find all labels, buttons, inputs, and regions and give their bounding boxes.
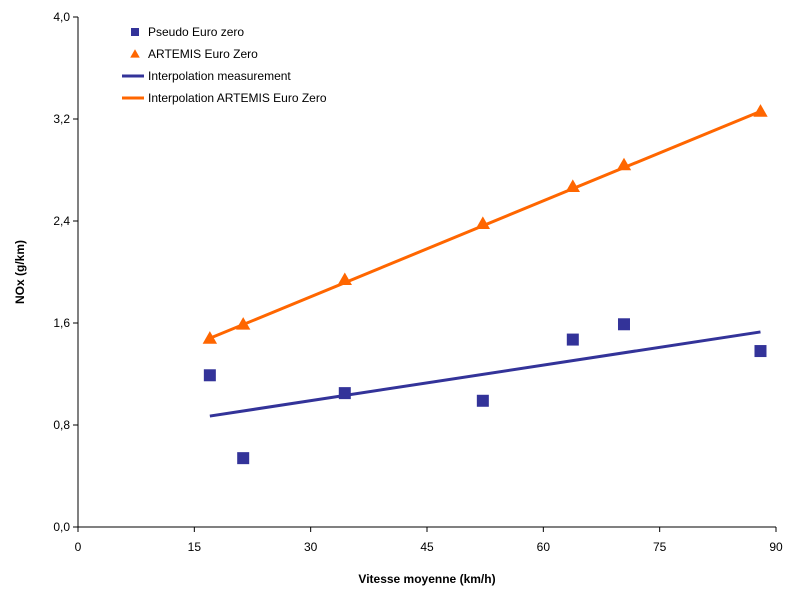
x-tick-label: 15 [188,540,202,554]
y-tick-label: 0,8 [53,418,70,432]
y-tick-label: 3,2 [53,112,70,126]
y-axis-title: NOx (g/km) [13,240,27,304]
legend-label: Interpolation ARTEMIS Euro Zero [148,91,327,105]
data-point [338,387,351,400]
legend-marker [131,28,139,36]
data-point [753,104,768,117]
data-point [337,272,352,286]
legend-label: ARTEMIS Euro Zero [148,47,258,61]
x-tick-label: 75 [653,540,667,554]
x-tick-label: 60 [537,540,551,554]
data-point [202,331,218,344]
legend-marker [130,49,140,58]
data-point [235,317,251,330]
plot-area [202,104,768,465]
legend-label: Interpolation measurement [148,69,291,83]
data-point [237,452,250,465]
data-point [754,345,767,358]
axes: 0,0 0,8 1,6 2,4 3,2 4,0 0 15 30 45 60 75 90 [53,10,783,554]
data-point [617,318,630,331]
series-line-interpolation-measurement [209,330,761,418]
legend-label: Pseudo Euro zero [148,25,244,39]
data-point [475,216,491,229]
x-axis-title: Vitesse moyenne (km/h) [358,572,495,586]
y-tick-label: 1,6 [53,316,70,330]
x-tick-label: 0 [75,540,82,554]
x-tick-label: 90 [769,540,783,554]
data-point [203,369,216,382]
legend: Pseudo Euro zero ARTEMIS Euro Zero Interpo… [122,25,327,105]
y-tick-label: 4,0 [53,10,70,24]
y-tick-label: 2,4 [53,214,70,228]
data-point [476,394,489,407]
data-point [566,333,579,346]
x-tick-label: 45 [420,540,434,554]
x-tick-label: 30 [304,540,318,554]
data-point [616,157,632,171]
y-tick-label: 0,0 [53,520,70,534]
data-point [565,179,581,192]
